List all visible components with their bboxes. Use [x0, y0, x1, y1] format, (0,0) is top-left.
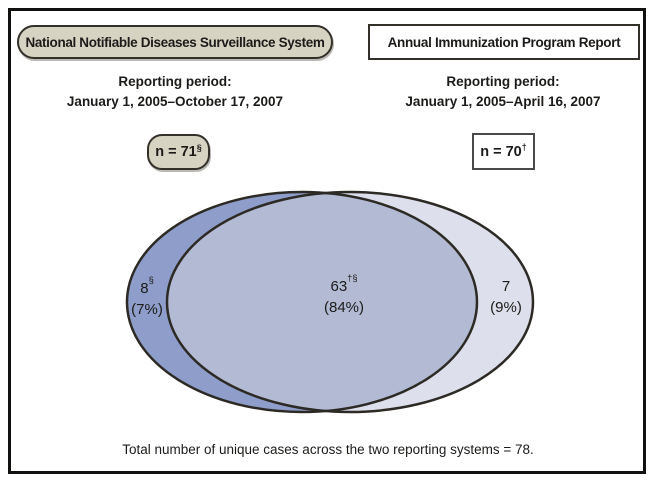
venn-right-only-value: 7	[471, 276, 541, 297]
venn-left-only-footnote: §	[148, 274, 154, 285]
right-system-title: Annual Immunization Program Report	[387, 34, 621, 50]
venn-overlap-fill	[167, 192, 477, 412]
right-system-title-box: Annual Immunization Program Report	[368, 24, 640, 60]
venn-left-only-percent: (7%)	[131, 301, 163, 318]
total-unique-cases-note: Total number of unique cases across the …	[122, 442, 534, 457]
right-sample-size-value: n = 70	[480, 143, 522, 160]
venn-diagram	[125, 190, 535, 414]
right-reporting-period: Reporting period: January 1, 2005–April …	[348, 72, 656, 112]
left-system-title: National Notifiable Diseases Surveillanc…	[25, 34, 325, 50]
right-sample-size-box: n = 70 †	[472, 133, 535, 170]
left-reporting-period: Reporting period: January 1, 2005–Octobe…	[20, 72, 330, 112]
venn-right-only-count: 7	[501, 278, 511, 295]
venn-overlap-percent: (84%)	[323, 299, 364, 316]
left-system-title-box: National Notifiable Diseases Surveillanc…	[17, 25, 333, 59]
venn-left-only-label: 8§ (7%)	[112, 274, 182, 320]
venn-overlap-label: 63†§ (84%)	[294, 272, 394, 318]
venn-right-only-percent: (9%)	[490, 299, 522, 316]
left-reporting-period-label: Reporting period:	[118, 74, 232, 89]
right-reporting-period-label: Reporting period:	[446, 74, 560, 89]
venn-right-ellipse-outline	[165, 190, 535, 414]
venn-overlap-count: 63	[330, 278, 348, 295]
right-reporting-period-dates: January 1, 2005–April 16, 2007	[405, 94, 601, 109]
left-sample-size-box: n = 71 §	[147, 134, 210, 170]
venn-left-only-count: 8	[140, 280, 149, 297]
venn-overlap-value: 63†§	[294, 272, 394, 297]
venn-overlap-footnote: †§	[347, 272, 358, 283]
venn-left-ellipse-outline	[125, 190, 479, 414]
left-sample-size-value: n = 71	[155, 144, 197, 160]
left-reporting-period-dates: January 1, 2005–October 17, 2007	[66, 94, 284, 109]
venn-right-only-label: 7 (9%)	[471, 276, 541, 318]
venn-left-only-value: 8§	[112, 274, 182, 299]
